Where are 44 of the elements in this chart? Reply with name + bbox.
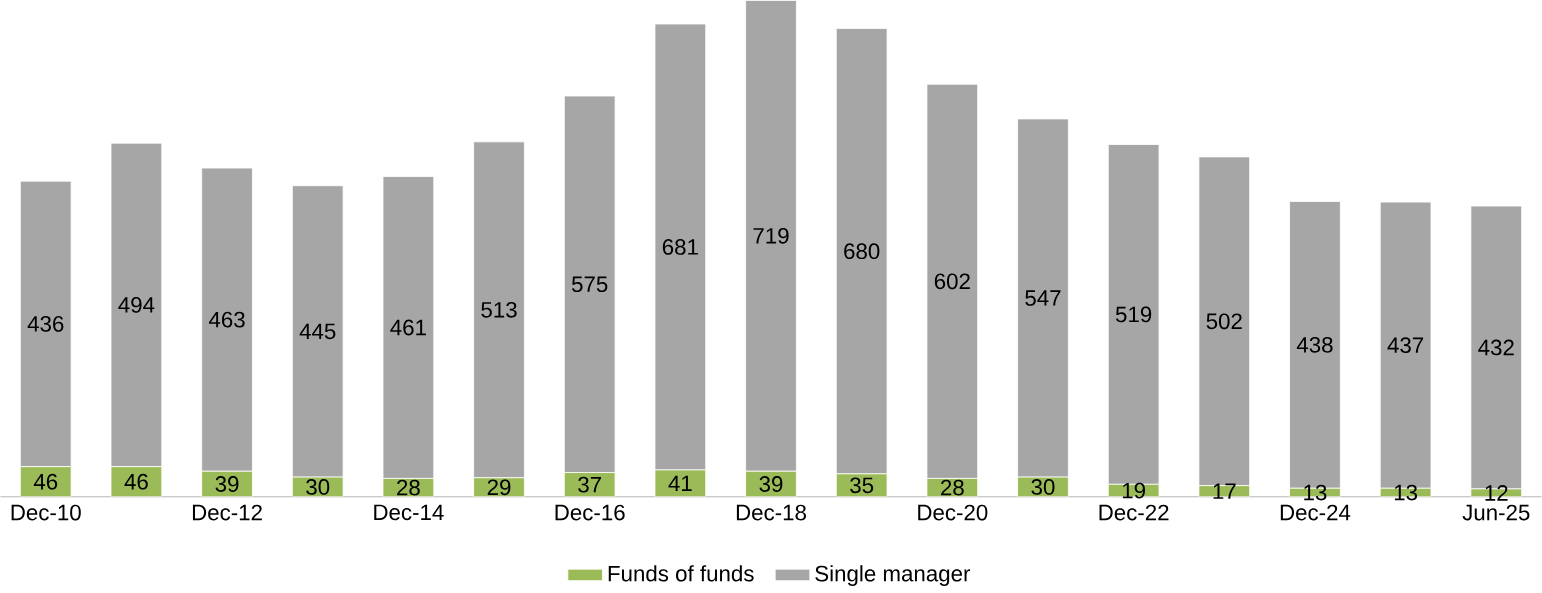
data-label: 35 [850, 477, 874, 494]
data-label: 461 [390, 319, 426, 336]
x-tick-label: Dec-18 [736, 504, 806, 521]
data-label: 13 [1394, 484, 1418, 501]
x-tick-label: Dec-16 [555, 504, 625, 521]
data-label: 681 [662, 239, 698, 255]
x-tick-label: Dec-22 [1099, 504, 1169, 521]
x-tick-label: Dec-12 [192, 504, 262, 521]
data-label: 29 [487, 479, 511, 496]
data-label: 39 [759, 476, 783, 493]
data-label: 519 [1115, 306, 1152, 323]
legend-label: Funds of funds [608, 565, 754, 582]
x-tick-label: Dec-14 [374, 504, 444, 521]
data-label: 46 [124, 473, 148, 490]
data-label: 719 [753, 228, 789, 244]
data-label: 41 [668, 475, 692, 492]
data-label: 502 [1206, 313, 1242, 330]
data-label: 30 [306, 479, 330, 495]
data-label: 13 [1304, 484, 1327, 501]
x-tick-label: Jun-25 [1462, 504, 1530, 521]
legend-label: Single manager [815, 565, 971, 587]
data-label: 445 [299, 323, 336, 340]
data-label: 602 [934, 273, 970, 290]
data-label: 436 [27, 316, 64, 332]
data-label: 437 [1387, 337, 1424, 354]
data-label: 680 [844, 243, 880, 260]
data-label: 513 [481, 302, 517, 318]
data-label: 39 [215, 476, 239, 493]
data-label: 28 [397, 479, 420, 496]
x-tick-label: Dec-10 [11, 504, 81, 521]
data-label: 19 [1122, 482, 1145, 499]
x-tick-label: Dec-24 [1280, 504, 1351, 521]
data-label: 37 [578, 476, 601, 493]
x-tick-label: Dec-20 [918, 504, 988, 521]
data-label: 46 [33, 473, 58, 490]
data-label: 463 [208, 311, 245, 328]
data-label: 432 [1478, 339, 1514, 356]
data-label: 438 [1296, 337, 1333, 353]
data-label: 30 [1031, 479, 1055, 495]
data-label: 547 [1025, 290, 1061, 306]
data-label: 28 [941, 479, 964, 496]
data-label: 575 [571, 276, 608, 293]
data-label: 17 [1213, 483, 1236, 499]
data-label: 494 [118, 297, 155, 313]
